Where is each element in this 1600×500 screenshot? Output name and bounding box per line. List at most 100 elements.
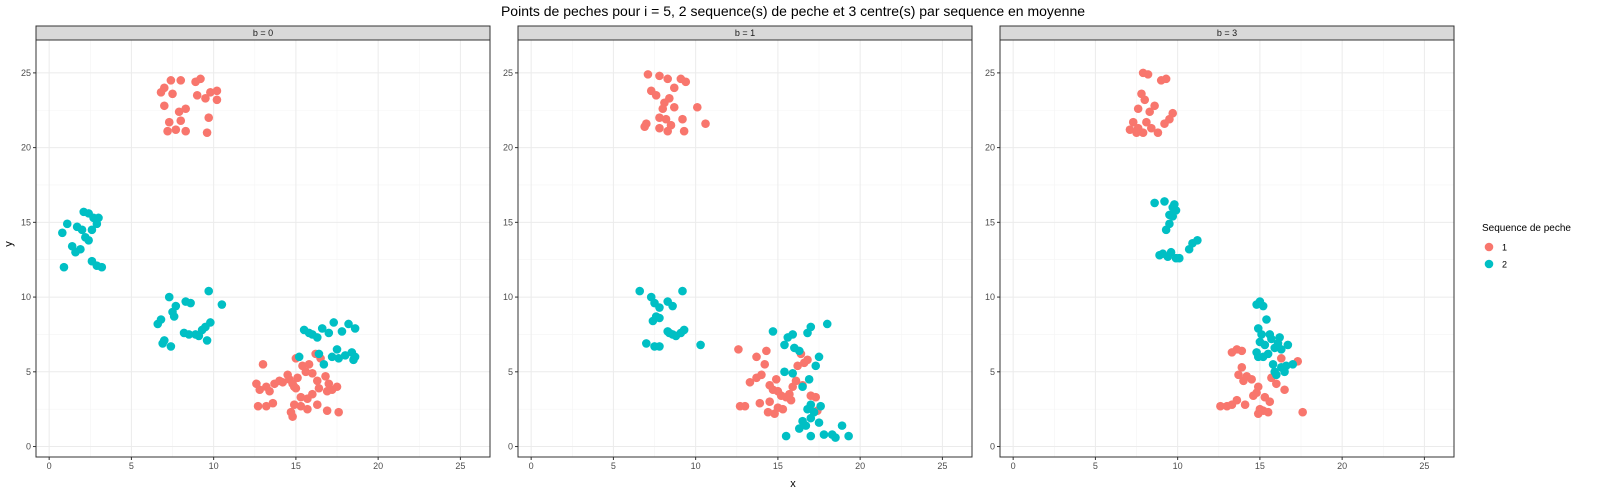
data-point-seq-1 — [174, 107, 184, 117]
panel-2: b = 3 0 5 10 15 20 25 0 5 10 15 20 25 — [985, 25, 1455, 471]
data-point-seq-1 — [658, 104, 668, 114]
data-point-seq-1 — [289, 400, 299, 409]
x-axis-title: x — [790, 478, 796, 490]
data-point-seq-2 — [204, 286, 214, 296]
x-tick-label: 5 — [611, 461, 616, 471]
data-point-seq-1 — [291, 383, 301, 393]
y-tick-label: 10 — [21, 292, 31, 302]
data-point-seq-1 — [1298, 407, 1307, 417]
data-point-seq-2 — [1281, 361, 1291, 371]
x-tick-label: 15 — [773, 461, 783, 471]
data-point-seq-2 — [344, 319, 353, 329]
data-point-seq-1 — [679, 126, 689, 136]
data-point-seq-1 — [202, 128, 212, 137]
data-point-seq-1 — [156, 88, 166, 97]
data-point-seq-1 — [701, 119, 710, 128]
data-point-seq-2 — [340, 351, 350, 360]
data-point-seq-1 — [1161, 74, 1171, 84]
data-point-seq-2 — [788, 369, 798, 378]
data-point-seq-2 — [1275, 333, 1284, 342]
data-point-seq-2 — [794, 346, 804, 356]
data-point-seq-1 — [314, 383, 324, 393]
x-tick-label: 10 — [691, 461, 701, 471]
data-point-seq-1 — [1265, 397, 1275, 406]
data-point-seq-2 — [1174, 253, 1184, 263]
data-point-seq-1 — [1160, 119, 1169, 128]
x-tick-label: 5 — [1093, 461, 1098, 471]
data-point-seq-2 — [160, 336, 169, 345]
data-point-seq-2 — [164, 292, 174, 302]
data-point-seq-2 — [781, 431, 791, 441]
data-point-seq-2 — [678, 286, 687, 296]
data-point-seq-1 — [1168, 108, 1178, 118]
data-point-seq-2 — [327, 352, 337, 362]
data-point-seq-1 — [765, 397, 774, 406]
data-point-seq-1 — [1237, 346, 1247, 356]
data-point-seq-2 — [794, 424, 804, 433]
data-point-seq-2 — [696, 340, 705, 350]
panel-border — [35, 39, 491, 458]
data-point-seq-2 — [1150, 198, 1159, 208]
data-point-seq-2 — [1268, 360, 1278, 369]
data-point-seq-2 — [819, 430, 829, 439]
data-point-seq-2 — [314, 349, 324, 359]
data-point-seq-1 — [278, 377, 288, 387]
data-point-seq-1 — [166, 76, 176, 85]
data-point-seq-1 — [253, 401, 263, 411]
x-tick-label: 10 — [1173, 461, 1183, 471]
data-point-seq-1 — [164, 117, 174, 127]
data-point-seq-1 — [1133, 104, 1143, 114]
data-point-seq-2 — [798, 416, 807, 426]
data-point-seq-2 — [655, 313, 664, 323]
data-point-seq-2 — [217, 300, 227, 309]
data-point-seq-1 — [255, 385, 265, 395]
data-point-seq-1 — [322, 406, 332, 415]
data-point-seq-2 — [1262, 315, 1271, 324]
data-point-seq-2 — [663, 327, 672, 336]
data-point-seq-2 — [294, 352, 304, 362]
y-tick-label: 15 — [985, 217, 995, 227]
data-point-seq-1 — [655, 123, 664, 133]
data-point-seq-1 — [1276, 354, 1286, 363]
data-point-seq-1 — [308, 389, 317, 399]
y-tick-label: 15 — [21, 217, 31, 227]
data-point-seq-2 — [844, 431, 853, 441]
data-point-seq-1 — [669, 102, 679, 112]
data-point-seq-1 — [261, 401, 271, 411]
data-point-seq-2 — [329, 318, 339, 327]
data-point-seq-1 — [1240, 400, 1250, 409]
data-point-seq-1 — [785, 389, 794, 399]
data-point-seq-2 — [62, 219, 72, 229]
data-point-seq-1 — [212, 86, 222, 96]
data-point-seq-1 — [181, 126, 190, 136]
legend-title: Sequence de peche — [1482, 223, 1571, 234]
data-point-seq-1 — [745, 377, 755, 387]
y-tick-label: 10 — [503, 292, 513, 302]
data-point-seq-1 — [192, 91, 202, 100]
data-point-seq-1 — [293, 373, 302, 383]
panel-border — [999, 39, 1455, 458]
data-point-seq-2 — [350, 352, 360, 362]
legend: Sequence de peche 1 2 — [1482, 223, 1571, 270]
data-point-seq-1 — [204, 113, 214, 123]
data-point-seq-2 — [679, 325, 689, 335]
data-point-seq-1 — [665, 93, 674, 103]
x-tick-label: 25 — [455, 461, 465, 471]
data-point-seq-1 — [1138, 128, 1148, 137]
y-tick-label: 20 — [21, 143, 31, 153]
data-point-seq-1 — [1153, 128, 1163, 137]
panel-0: b = 0 0 5 10 15 20 25 0 5 10 15 20 25 — [21, 25, 491, 471]
legend-label: 2 — [1502, 260, 1507, 270]
data-point-seq-1 — [757, 370, 766, 380]
data-point-seq-1 — [296, 392, 306, 402]
facet-strip-label: b = 3 — [1217, 28, 1237, 38]
data-point-seq-1 — [334, 407, 343, 417]
data-point-seq-1 — [692, 102, 702, 112]
data-point-seq-2 — [655, 342, 664, 351]
data-point-seq-1 — [201, 93, 210, 103]
data-point-seq-1 — [663, 126, 672, 136]
data-point-seq-1 — [640, 122, 649, 131]
y-tick-label: 5 — [990, 367, 995, 377]
data-point-seq-2 — [94, 213, 103, 223]
data-point-seq-1 — [655, 113, 664, 123]
